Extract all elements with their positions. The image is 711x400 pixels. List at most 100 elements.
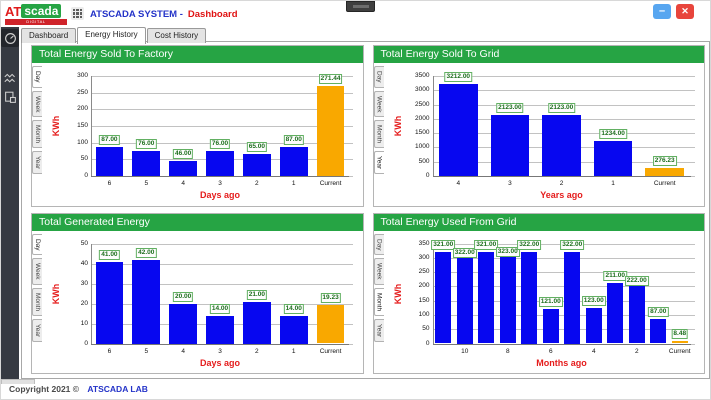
x-axis-tick: 3 [218,347,222,355]
chart-body: Day Week Month Year 0 50 100 150 200 250 300 350 KWh… [373,231,705,374]
bar-value-label: 65.00 [246,142,267,153]
bar-value-label: 87.00 [648,306,669,317]
chart-grid: Total Energy Sold To Factory Day Week Month… [31,45,705,374]
y-axis-tick: 100 [418,310,430,318]
chart-plot-area: 0 50 100 150 200 250 300 KWh 87.00 6 76.00 5 46.00 4 7… [47,63,363,206]
logo-at-text: AT [5,4,22,19]
tab-cost-history[interactable]: Cost History [146,28,207,43]
gridline [432,257,695,259]
period-tab-year[interactable]: Year [32,151,42,175]
period-tab-day[interactable]: Day [373,66,384,88]
tab-energy-history[interactable]: Energy History [77,27,146,44]
gridline [432,300,695,302]
x-axis-label: Days ago [199,190,241,200]
period-tab-year[interactable]: Year [373,151,384,175]
period-tab-year[interactable]: Year [373,318,384,342]
y-axis-label: KWh [51,283,61,304]
chart-title: Total Energy Sold To Grid [373,46,704,63]
bar-value-label: 14.00 [209,303,231,314]
bar-value-label: 211.00 [603,271,628,282]
y-axis-label: KWh [392,283,403,304]
bar [542,308,559,344]
y-axis-tick: 200 [418,282,430,290]
bar [456,251,473,344]
bar [438,84,478,176]
nav-tab-strip: Dashboard Energy History Cost History [21,27,207,44]
period-tab-week[interactable]: Week [32,90,42,118]
x-axis-tick: 2 [559,180,564,187]
period-tab-month[interactable]: Month [32,120,42,149]
bar-value-label: 322.00 [560,239,585,250]
bar [243,154,271,176]
y-axis-tick: 250 [77,88,88,96]
top-panel-handle[interactable] [346,1,375,12]
bar [521,251,538,344]
bar [206,150,234,176]
x-axis-tick: 4 [181,180,185,187]
bar [435,251,452,344]
gridline [91,263,353,265]
y-axis-tick: 250 [418,268,430,276]
trend-icon[interactable] [1,69,19,87]
bar-current [316,85,345,176]
x-axis-tick: 5 [144,347,149,355]
minimize-button[interactable]: – [653,4,671,19]
bar-value-label: 2123.00 [547,103,576,114]
bar [499,251,516,344]
bar-value-label: 46.00 [173,148,194,159]
period-tab-week[interactable]: Week [373,90,384,118]
period-tab-month[interactable]: Month [32,287,42,316]
x-axis-line [91,176,349,177]
bar-value-label: 76.00 [209,138,231,149]
x-axis-tick: 6 [107,347,112,355]
system-title: ATSCADA SYSTEM - [90,9,183,20]
x-axis-tick: 1 [291,347,296,355]
y-axis-tick: 150 [418,296,430,304]
logo-subtitle: DIGITAL TRANSFORMATION [5,19,67,25]
x-axis-tick: 5 [144,180,149,187]
x-axis-tick: 3 [508,180,512,187]
bar-current [645,168,685,176]
bar [169,303,197,344]
x-axis-tick: 4 [591,347,596,355]
y-axis-tick: 50 [422,325,430,333]
period-tab-day[interactable]: Day [32,66,42,88]
chart-title: Total Energy Sold To Factory [32,46,363,63]
bar-value-label: 14.00 [283,303,304,314]
y-axis-tick: 300 [418,253,430,261]
close-button[interactable]: ✕ [676,4,694,19]
period-tab-week[interactable]: Week [373,258,384,285]
bar-value-label: 322.00 [452,247,477,258]
period-tab-month[interactable]: Month [373,120,384,149]
x-axis-label: Months ago [536,357,587,368]
footer-brand-link[interactable]: ATSCADA LAB [87,384,148,394]
x-axis-tick: 4 [181,347,185,355]
header-bar: AT scada DIGITAL TRANSFORMATION ATSCADA … [1,1,710,27]
period-tab-month[interactable]: Month [373,287,384,316]
bar-value-label: 1234.00 [599,128,627,139]
period-tab-week[interactable]: Week [32,258,42,285]
y-axis-tick: 3500 [415,72,430,79]
gridline [91,243,353,245]
gridline [432,272,695,274]
period-tab-strip: Day Week Month Year [373,63,389,206]
bar-value-label: 323.00 [495,247,520,258]
bar-value-label: 87.00 [283,135,304,145]
chart-plot-area: 0 500 1000 1500 2000 2500 3000 3500 KWh 3212.00 4 2… [389,63,705,206]
tab-dashboard[interactable]: Dashboard [21,28,77,43]
period-tab-day[interactable]: Day [373,233,384,256]
bar [169,160,197,176]
gauge-icon[interactable] [1,29,19,47]
y-axis-tick: 10 [80,319,88,327]
bar-value-label: 321.00 [474,239,499,250]
period-tab-year[interactable]: Year [32,318,42,342]
report-icon[interactable] [1,88,19,106]
chart-panel: Total Energy Sold To Grid Day Week Month Yea… [372,45,705,207]
grid-menu-icon[interactable] [71,7,84,20]
bar-value-label: 20.00 [173,291,194,302]
period-tab-day[interactable]: Day [32,233,42,256]
y-axis-tick: 40 [80,259,88,267]
x-axis-tick: Current [319,180,342,187]
x-axis-tick: 10 [461,347,469,355]
x-axis-tick: 2 [255,180,259,187]
